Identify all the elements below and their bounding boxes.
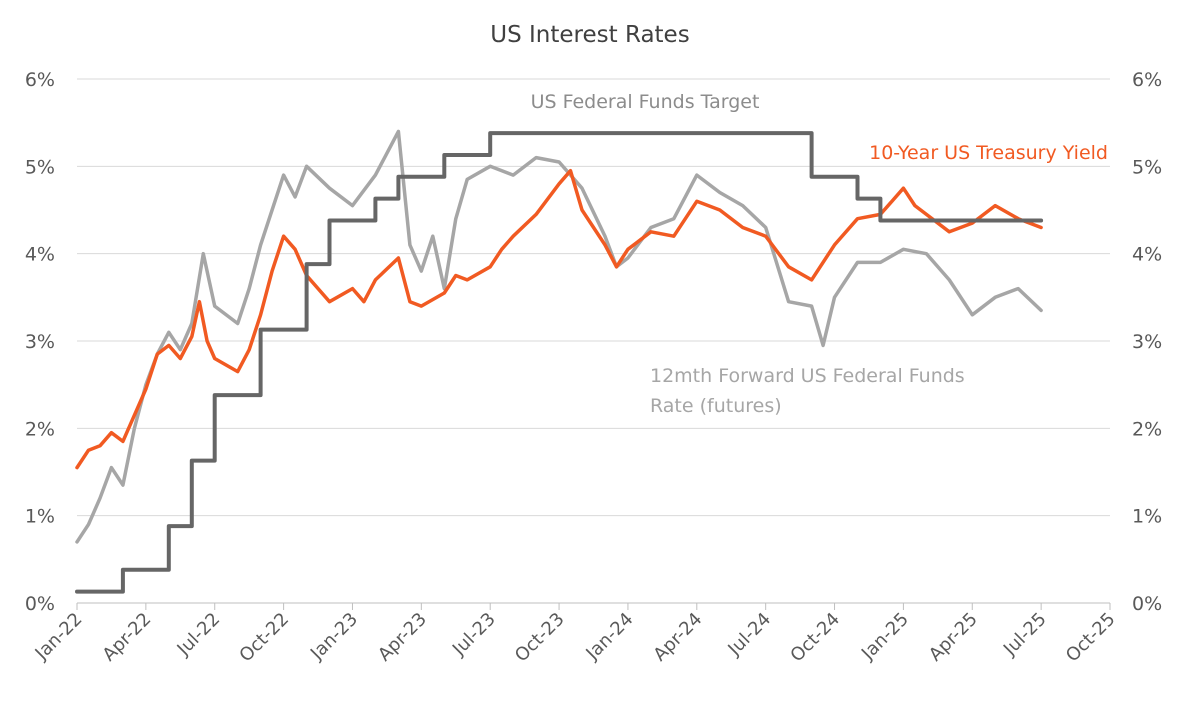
y-axis-right: 0% 1% 2% 3% 4% 5% 6% bbox=[1132, 69, 1162, 615]
y-tick-left: 5% bbox=[25, 156, 55, 178]
y-tick-right: 5% bbox=[1132, 156, 1162, 178]
series-lines bbox=[75, 129, 1044, 594]
y-tick-right: 1% bbox=[1132, 506, 1162, 528]
x-tick-label: Jan-24 bbox=[581, 609, 637, 665]
x-tick-label: Jan-23 bbox=[306, 609, 362, 665]
series-line-0 bbox=[75, 131, 1044, 594]
forward-label-line1: 12mth Forward US Federal Funds bbox=[650, 365, 965, 387]
treasury-label: 10-Year US Treasury Yield bbox=[869, 142, 1108, 164]
x-tick-label: Oct-24 bbox=[786, 609, 844, 667]
y-tick-left: 1% bbox=[25, 506, 55, 528]
x-tick-label: Jan-22 bbox=[31, 609, 87, 665]
x-tick-label: Oct-23 bbox=[511, 609, 569, 667]
y-tick-left: 3% bbox=[25, 331, 55, 353]
x-tick-label: Jul-23 bbox=[448, 609, 500, 661]
x-tick-label: Apr-25 bbox=[925, 609, 982, 666]
x-tick-label: Jan-25 bbox=[857, 609, 913, 665]
x-tick-label: Apr-22 bbox=[99, 609, 156, 666]
y-axis-left: 0% 1% 2% 3% 4% 5% 6% bbox=[25, 69, 55, 615]
x-tick-label: Apr-24 bbox=[649, 609, 706, 666]
x-tick-label: Oct-22 bbox=[235, 609, 293, 667]
series-line-1 bbox=[75, 168, 1043, 470]
gridlines bbox=[77, 78, 1110, 604]
y-tick-right: 0% bbox=[1132, 593, 1162, 615]
x-tick-label: Jul-22 bbox=[173, 609, 225, 661]
y-tick-right: 6% bbox=[1132, 69, 1162, 91]
x-axis: Jan-22 Apr-22 Jul-22 Oct-22 Jan-23 Apr-23 Jul-… bbox=[31, 603, 1120, 666]
y-tick-left: 0% bbox=[25, 593, 55, 615]
y-tick-left: 2% bbox=[25, 418, 55, 440]
y-tick-right: 4% bbox=[1132, 244, 1162, 266]
y-tick-right: 2% bbox=[1132, 418, 1162, 440]
chart-title: US Interest Rates bbox=[490, 22, 689, 48]
x-tick-label: Jul-25 bbox=[999, 609, 1051, 661]
x-tick-label: Apr-23 bbox=[374, 609, 431, 666]
y-tick-left: 6% bbox=[25, 69, 55, 91]
x-tick-label: Jul-24 bbox=[723, 609, 775, 661]
series-line-2 bbox=[75, 129, 1043, 544]
y-tick-right: 3% bbox=[1132, 331, 1162, 353]
forward-label-line2: Rate (futures) bbox=[650, 395, 782, 417]
x-tick-label: Oct-25 bbox=[1062, 609, 1120, 667]
fed-target-label: US Federal Funds Target bbox=[531, 91, 760, 113]
y-tick-left: 4% bbox=[25, 244, 55, 266]
